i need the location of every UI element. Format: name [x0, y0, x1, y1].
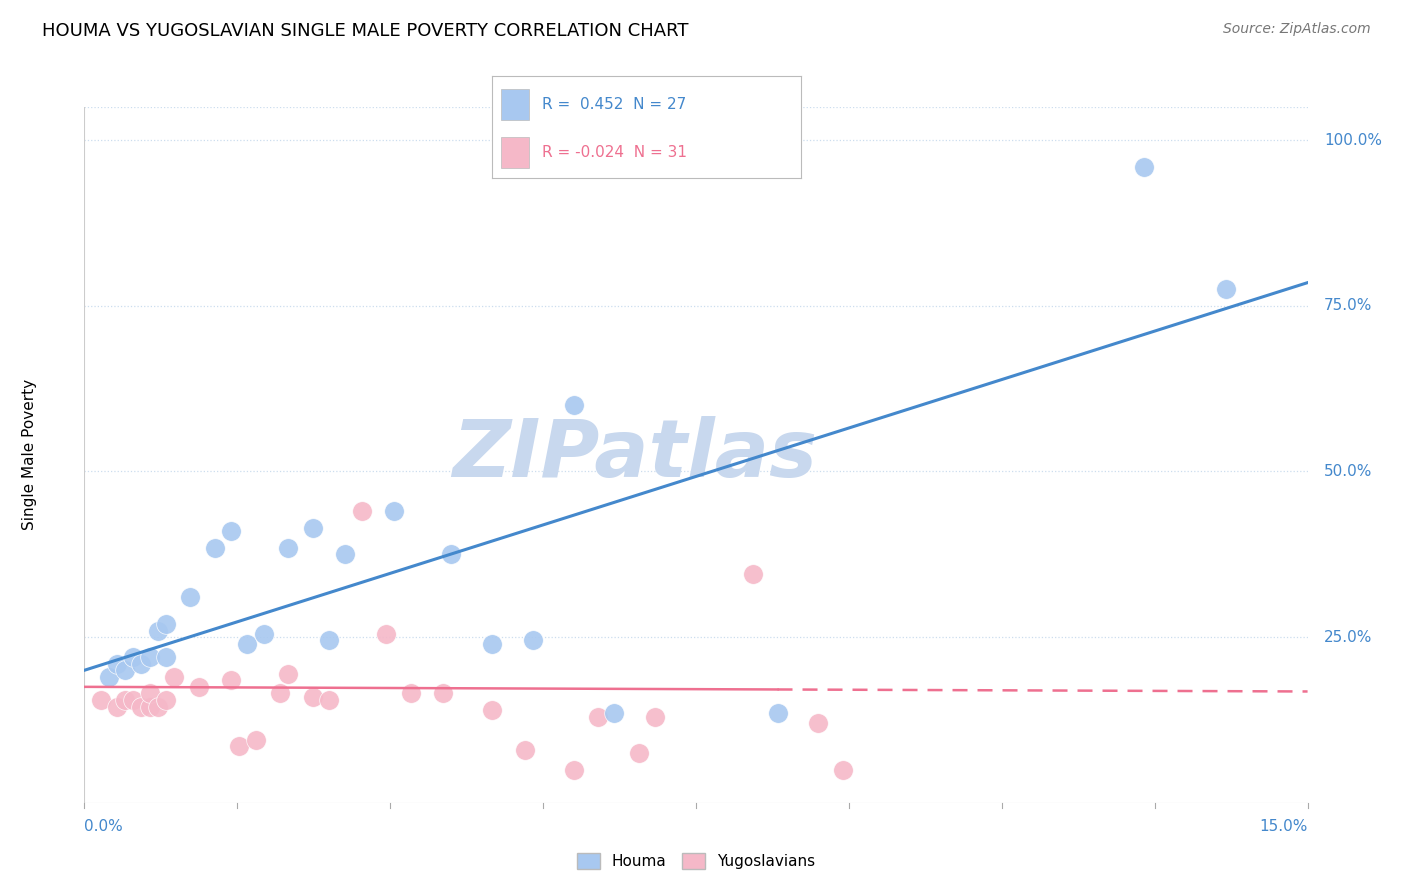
Text: 25.0%: 25.0%	[1324, 630, 1372, 645]
Point	[513, 743, 536, 757]
Text: R = -0.024  N = 31: R = -0.024 N = 31	[541, 145, 686, 161]
Point	[138, 699, 160, 714]
Point	[375, 627, 398, 641]
Text: Source: ZipAtlas.com: Source: ZipAtlas.com	[1223, 22, 1371, 37]
Text: 15.0%: 15.0%	[1260, 820, 1308, 834]
Point	[179, 591, 201, 605]
Point	[122, 693, 145, 707]
Point	[440, 547, 463, 561]
Point	[155, 693, 177, 707]
Point	[318, 633, 340, 648]
Point	[122, 650, 145, 665]
Text: 0.0%: 0.0%	[84, 820, 124, 834]
Point	[97, 670, 120, 684]
Point	[301, 690, 323, 704]
Point	[562, 763, 585, 777]
Point	[219, 524, 242, 538]
Point	[114, 663, 136, 677]
Point	[277, 541, 299, 555]
Point	[481, 703, 503, 717]
Text: 75.0%: 75.0%	[1324, 298, 1372, 313]
Point	[204, 541, 226, 555]
Point	[146, 699, 169, 714]
Point	[155, 650, 177, 665]
Text: Single Male Poverty: Single Male Poverty	[22, 379, 37, 531]
Point	[105, 699, 128, 714]
Point	[277, 666, 299, 681]
Text: 100.0%: 100.0%	[1324, 133, 1382, 148]
Point	[138, 650, 160, 665]
Point	[1133, 160, 1156, 174]
Text: ZIPatlas: ZIPatlas	[453, 416, 817, 494]
Point	[90, 693, 112, 707]
Point	[146, 624, 169, 638]
Point	[399, 686, 422, 700]
Point	[586, 709, 609, 723]
Point	[131, 657, 153, 671]
Point	[603, 706, 626, 721]
Point	[1215, 282, 1237, 296]
FancyBboxPatch shape	[502, 89, 529, 120]
Point	[131, 699, 153, 714]
Legend: Houma, Yugoslavians: Houma, Yugoslavians	[571, 847, 821, 875]
Point	[105, 657, 128, 671]
Point	[807, 716, 830, 731]
Point	[301, 521, 323, 535]
Point	[481, 637, 503, 651]
Point	[245, 732, 267, 747]
Point	[831, 763, 853, 777]
Text: 50.0%: 50.0%	[1324, 464, 1372, 479]
Point	[138, 686, 160, 700]
Point	[318, 693, 340, 707]
Text: R =  0.452  N = 27: R = 0.452 N = 27	[541, 97, 686, 112]
Point	[155, 616, 177, 631]
Point	[269, 686, 291, 700]
Point	[742, 567, 765, 582]
Point	[114, 693, 136, 707]
Point	[335, 547, 357, 561]
Point	[187, 680, 209, 694]
Point	[627, 746, 650, 760]
Point	[228, 739, 250, 754]
Point	[562, 398, 585, 412]
Point	[432, 686, 454, 700]
Text: HOUMA VS YUGOSLAVIAN SINGLE MALE POVERTY CORRELATION CHART: HOUMA VS YUGOSLAVIAN SINGLE MALE POVERTY…	[42, 22, 689, 40]
Point	[219, 673, 242, 688]
FancyBboxPatch shape	[502, 137, 529, 168]
Point	[382, 504, 405, 518]
Point	[350, 504, 373, 518]
Point	[766, 706, 789, 721]
Point	[163, 670, 186, 684]
Point	[644, 709, 666, 723]
Point	[236, 637, 259, 651]
Point	[253, 627, 276, 641]
Point	[522, 633, 544, 648]
